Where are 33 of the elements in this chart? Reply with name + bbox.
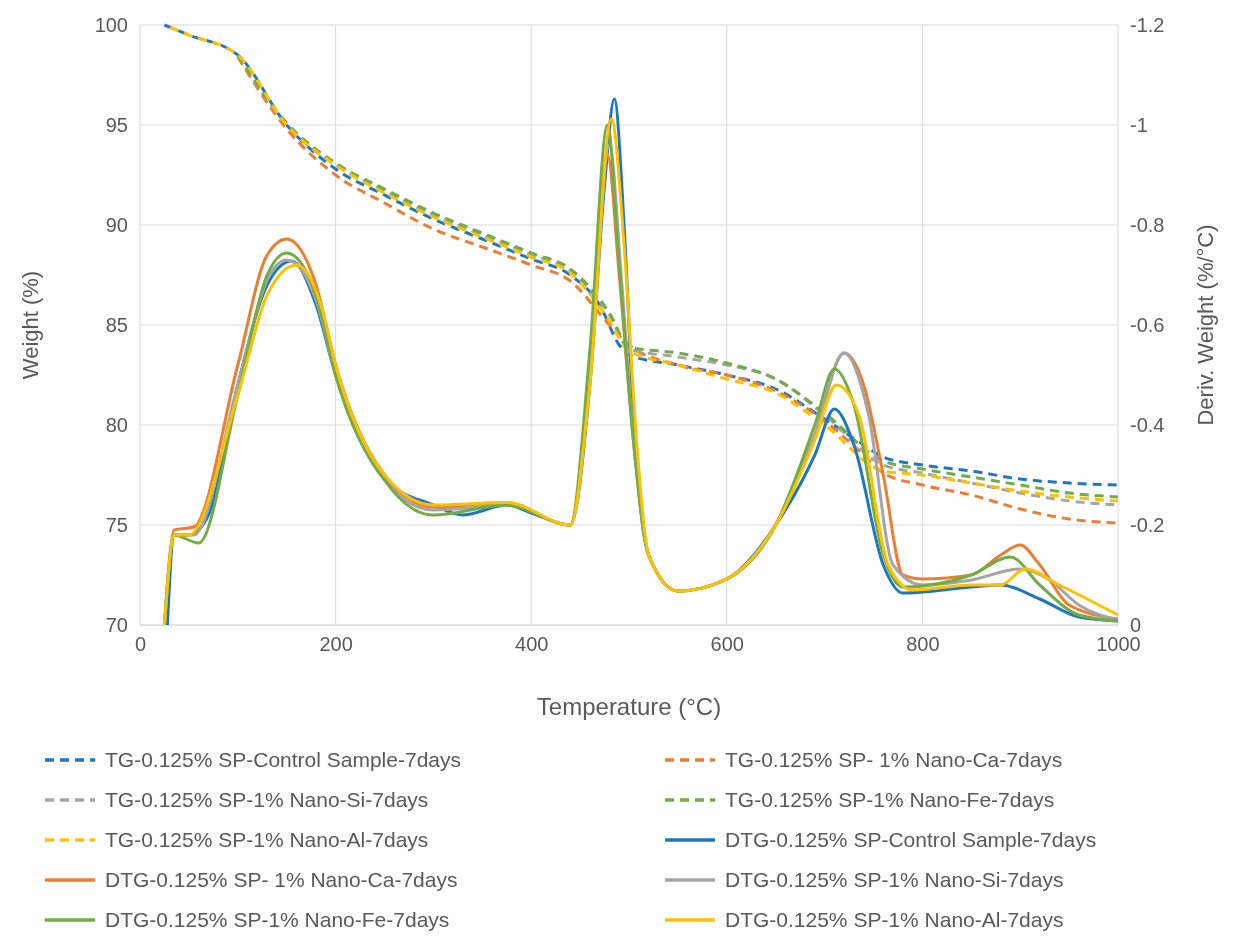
legend-label: DTG-0.125% SP-Control Sample-7days xyxy=(725,828,1097,851)
legend-label: DTG-0.125% SP-1% Nano-Si-7days xyxy=(725,868,1064,891)
x-tick-label: 800 xyxy=(906,633,940,656)
legend-label: TG-0.125% SP- 1% Nano-Ca-7days xyxy=(725,748,1063,771)
legend-label: TG-0.125% SP-1% Nano-Fe-7days xyxy=(725,788,1055,811)
legend-label: DTG-0.125% SP- 1% Nano-Ca-7days xyxy=(105,868,458,891)
y2-tick-label: -0.4 xyxy=(1130,413,1165,436)
legend-label: DTG-0.125% SP-1% Nano-Fe-7days xyxy=(105,908,450,931)
y-tick-label: 80 xyxy=(105,413,128,436)
y2-tick-label: -1 xyxy=(1130,113,1148,136)
y2-tick-label: 0 xyxy=(1130,613,1142,636)
x-tick-label: 200 xyxy=(319,633,353,656)
y2-axis-title: Deriv. Weight (%/°C) xyxy=(1193,224,1218,426)
y-tick-label: 85 xyxy=(105,313,128,336)
legend-label: TG-0.125% SP-Control Sample-7days xyxy=(105,748,461,771)
y-tick-label: 70 xyxy=(105,613,128,636)
x-tick-label: 0 xyxy=(134,633,147,656)
y2-tick-label: -0.2 xyxy=(1130,513,1165,536)
y-axis-title: Weight (%) xyxy=(18,270,43,380)
y-tick-label: 95 xyxy=(105,113,128,136)
y-tick-label: 100 xyxy=(94,13,128,36)
x-tick-label: 400 xyxy=(515,633,549,656)
x-tick-label: 600 xyxy=(710,633,744,656)
legend-label: TG-0.125% SP-1% Nano-Al-7days xyxy=(105,828,429,851)
y-tick-label: 75 xyxy=(105,513,128,536)
x-axis-title: Temperature (°C) xyxy=(536,693,722,720)
legend-label: TG-0.125% SP-1% Nano-Si-7days xyxy=(105,788,429,811)
y2-tick-label: -1.2 xyxy=(1130,13,1165,36)
legend-label: DTG-0.125% SP-1% Nano-Al-7days xyxy=(725,908,1064,931)
y2-tick-label: -0.6 xyxy=(1130,313,1165,336)
y-tick-label: 90 xyxy=(105,213,128,236)
x-tick-label: 1000 xyxy=(1096,633,1141,656)
y2-tick-label: -0.8 xyxy=(1130,213,1165,236)
